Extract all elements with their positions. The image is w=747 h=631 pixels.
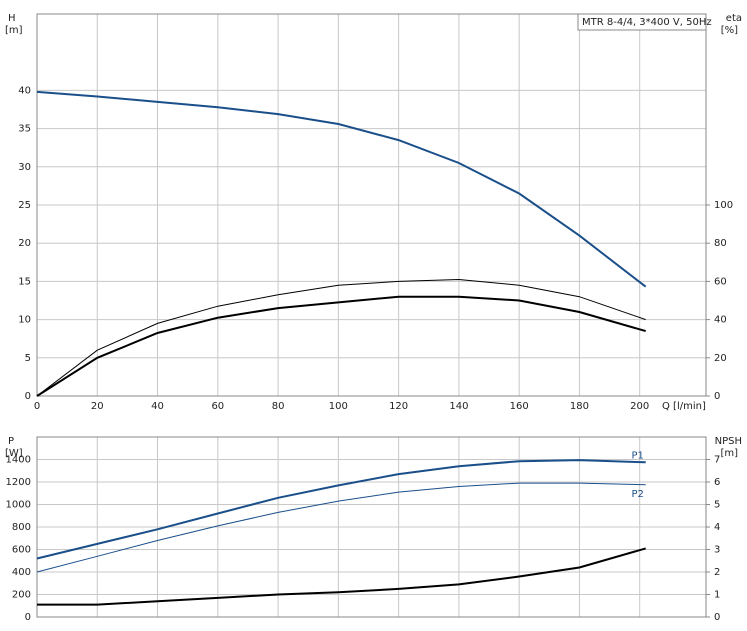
x-tick-label: 100 bbox=[329, 401, 348, 412]
y-tick-label: 40 bbox=[18, 85, 31, 96]
y-axis-unit: [m] bbox=[5, 25, 23, 36]
y-tick-label: 1400 bbox=[6, 455, 31, 466]
y-tick-label: 400 bbox=[12, 567, 31, 578]
curve-label: P2 bbox=[632, 489, 644, 500]
y-tick-label: 600 bbox=[12, 545, 31, 556]
y-tick-label: 1000 bbox=[6, 500, 31, 511]
y-tick-label: 25 bbox=[18, 200, 31, 211]
x-tick-label: 20 bbox=[91, 401, 104, 412]
y2-tick-label: 80 bbox=[714, 238, 727, 249]
y-tick-label: 0 bbox=[25, 612, 31, 623]
y2-tick-label: 2 bbox=[714, 567, 720, 578]
y2-tick-label: 6 bbox=[714, 477, 720, 488]
y2-tick-label: 100 bbox=[714, 200, 733, 211]
y-tick-label: 5 bbox=[25, 353, 31, 364]
y2-tick-label: 40 bbox=[714, 315, 727, 326]
y-tick-label: 10 bbox=[18, 315, 31, 326]
curve bbox=[36, 295, 646, 397]
y2-tick-label: 60 bbox=[714, 276, 727, 287]
y2-tick-label: 3 bbox=[714, 545, 720, 556]
curve bbox=[36, 482, 646, 573]
y-tick-label: 200 bbox=[12, 590, 31, 601]
x-tick-label: 60 bbox=[211, 401, 224, 412]
y-tick-label: 30 bbox=[18, 162, 31, 173]
x-tick-label: 160 bbox=[510, 401, 529, 412]
y2-tick-label: 5 bbox=[714, 500, 720, 511]
y-tick-label: 20 bbox=[18, 238, 31, 249]
plot-frame bbox=[36, 436, 707, 618]
plot-frame bbox=[36, 13, 707, 397]
y2-tick-label: 1 bbox=[714, 590, 720, 601]
y2-tick-label: 0 bbox=[714, 612, 720, 623]
curve bbox=[36, 459, 646, 560]
y2-axis-label: NPSH bbox=[715, 436, 742, 447]
curve bbox=[36, 90, 647, 288]
x-tick-label: 40 bbox=[151, 401, 164, 412]
x-tick-label: 0 bbox=[34, 401, 40, 412]
y-tick-label: 35 bbox=[18, 124, 31, 135]
y-tick-label: 1200 bbox=[6, 477, 31, 488]
y2-tick-label: 4 bbox=[714, 522, 720, 533]
y-axis-unit: [W] bbox=[5, 448, 23, 459]
y-tick-label: 0 bbox=[25, 391, 31, 402]
y-tick-label: 800 bbox=[12, 522, 31, 533]
x-tick-label: 140 bbox=[449, 401, 468, 412]
x-axis-label: Q [l/min] bbox=[662, 401, 706, 412]
curve-label: P1 bbox=[632, 450, 644, 461]
chart-title: MTR 8-4/4, 3*400 V, 50Hz bbox=[582, 17, 712, 28]
y2-tick-label: 7 bbox=[714, 455, 720, 466]
y2-axis-unit: [%] bbox=[721, 25, 738, 36]
y-tick-label: 15 bbox=[18, 276, 31, 287]
curve bbox=[37, 547, 646, 606]
curve bbox=[36, 278, 646, 397]
x-tick-label: 80 bbox=[272, 401, 285, 412]
y2-axis-unit: [m] bbox=[720, 448, 738, 459]
y-axis-label: P bbox=[8, 436, 14, 447]
x-tick-label: 120 bbox=[389, 401, 408, 412]
x-tick-label: 200 bbox=[630, 401, 649, 412]
y2-axis-label: eta bbox=[726, 13, 742, 24]
x-tick-label: 180 bbox=[570, 401, 589, 412]
y2-tick-label: 20 bbox=[714, 353, 727, 364]
y-axis-label: H bbox=[8, 13, 16, 24]
title-box bbox=[577, 13, 707, 31]
y2-tick-label: 0 bbox=[714, 391, 720, 402]
